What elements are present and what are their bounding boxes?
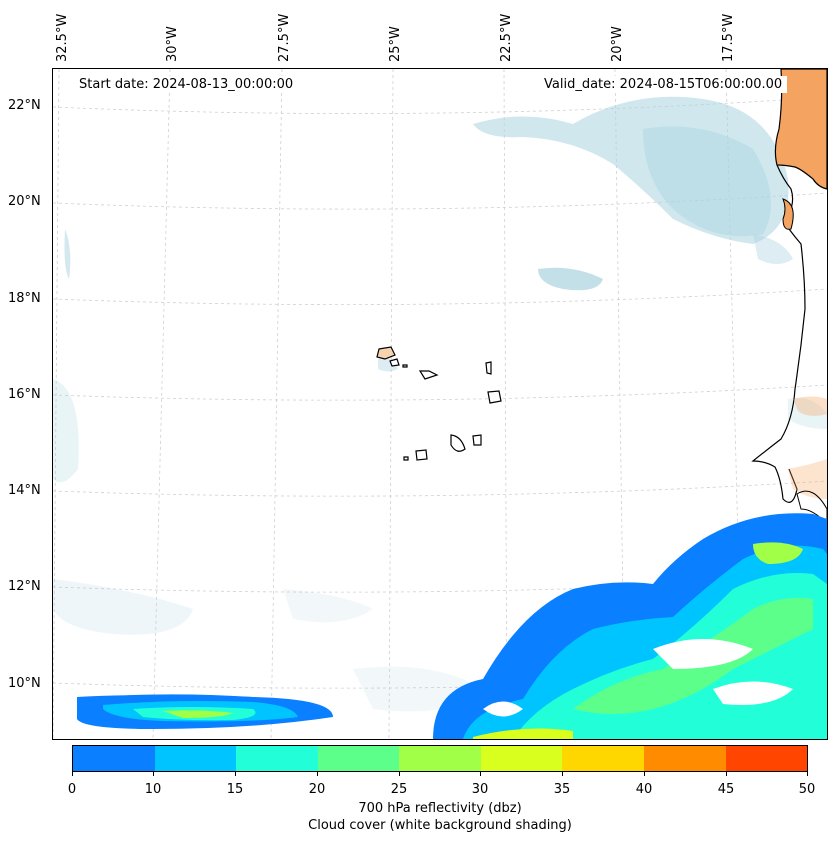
colorbar-tick-label: 40	[635, 782, 653, 797]
colorbar-segment	[154, 746, 237, 771]
colorbar-tick-label: 25	[390, 782, 408, 797]
colorbar-tickmark	[562, 772, 563, 776]
colorbar-tickmark	[317, 772, 318, 776]
colorbar-tickmark	[72, 772, 73, 776]
colorbar-tick-label: 15	[226, 782, 244, 797]
cloud-cover	[53, 96, 827, 712]
lat-label-20n: 20°N	[8, 194, 41, 209]
lat-label-16n: 16°N	[8, 387, 41, 402]
colorbar-tick-label: 0	[67, 782, 77, 797]
colorbar-subtitle: Cloud cover (white background shading)	[308, 818, 572, 833]
lon-label-32-5w: 32.5°W	[55, 13, 70, 62]
lat-label-10n: 10°N	[8, 676, 41, 691]
lat-label-14n: 14°N	[8, 483, 41, 498]
colorbar-tick-label: 45	[717, 782, 735, 797]
colorbar-tickmark	[807, 772, 808, 776]
colorbar-tick-label: 50	[798, 782, 816, 797]
colorbar-segment	[317, 746, 400, 771]
colorbar-segment	[562, 746, 644, 771]
map-canvas[interactable]	[53, 69, 827, 739]
lon-label-25w: 25°W	[388, 26, 403, 62]
colorbar-tickmark	[480, 772, 481, 776]
cape-verde-islands	[376, 346, 502, 461]
colorbar-tick-label: 30	[471, 782, 489, 797]
valid-date-label: Valid_date: 2024-08-15T06:00:00.00	[539, 76, 788, 93]
colorbar-title: 700 hPa reflectivity (dbz)	[358, 801, 522, 816]
lat-label-12n: 12°N	[8, 579, 41, 594]
colorbar-tickmark	[153, 772, 154, 776]
lat-label-18n: 18°N	[8, 291, 41, 306]
colorbar	[72, 745, 808, 772]
colorbar-tick-label: 35	[553, 782, 571, 797]
lon-label-17-5w: 17.5°W	[721, 13, 736, 62]
colorbar-segment	[399, 746, 481, 771]
colorbar-segment	[236, 746, 318, 771]
colorbar-tickmark	[726, 772, 727, 776]
reflectivity-field	[77, 513, 827, 739]
lon-label-20w: 20°W	[610, 26, 625, 62]
colorbar-tickmark	[235, 772, 236, 776]
colorbar-tickmark	[399, 772, 400, 776]
lon-label-27-5w: 27.5°W	[277, 13, 292, 62]
colorbar-segment	[73, 746, 155, 771]
colorbar-segment	[480, 746, 563, 771]
colorbar-tick-label: 20	[308, 782, 326, 797]
lon-label-22-5w: 22.5°W	[499, 13, 514, 62]
colorbar-tick-label: 10	[144, 782, 162, 797]
lon-label-30w: 30°W	[165, 26, 180, 62]
africa-coast	[751, 69, 827, 630]
lat-label-22n: 22°N	[8, 98, 41, 113]
map-panel[interactable]	[52, 68, 828, 740]
colorbar-tickmark	[644, 772, 645, 776]
colorbar-segment	[643, 746, 726, 771]
colorbar-segment	[725, 746, 808, 771]
start-date-label: Start date: 2024-08-13_00:00:00	[74, 76, 299, 93]
